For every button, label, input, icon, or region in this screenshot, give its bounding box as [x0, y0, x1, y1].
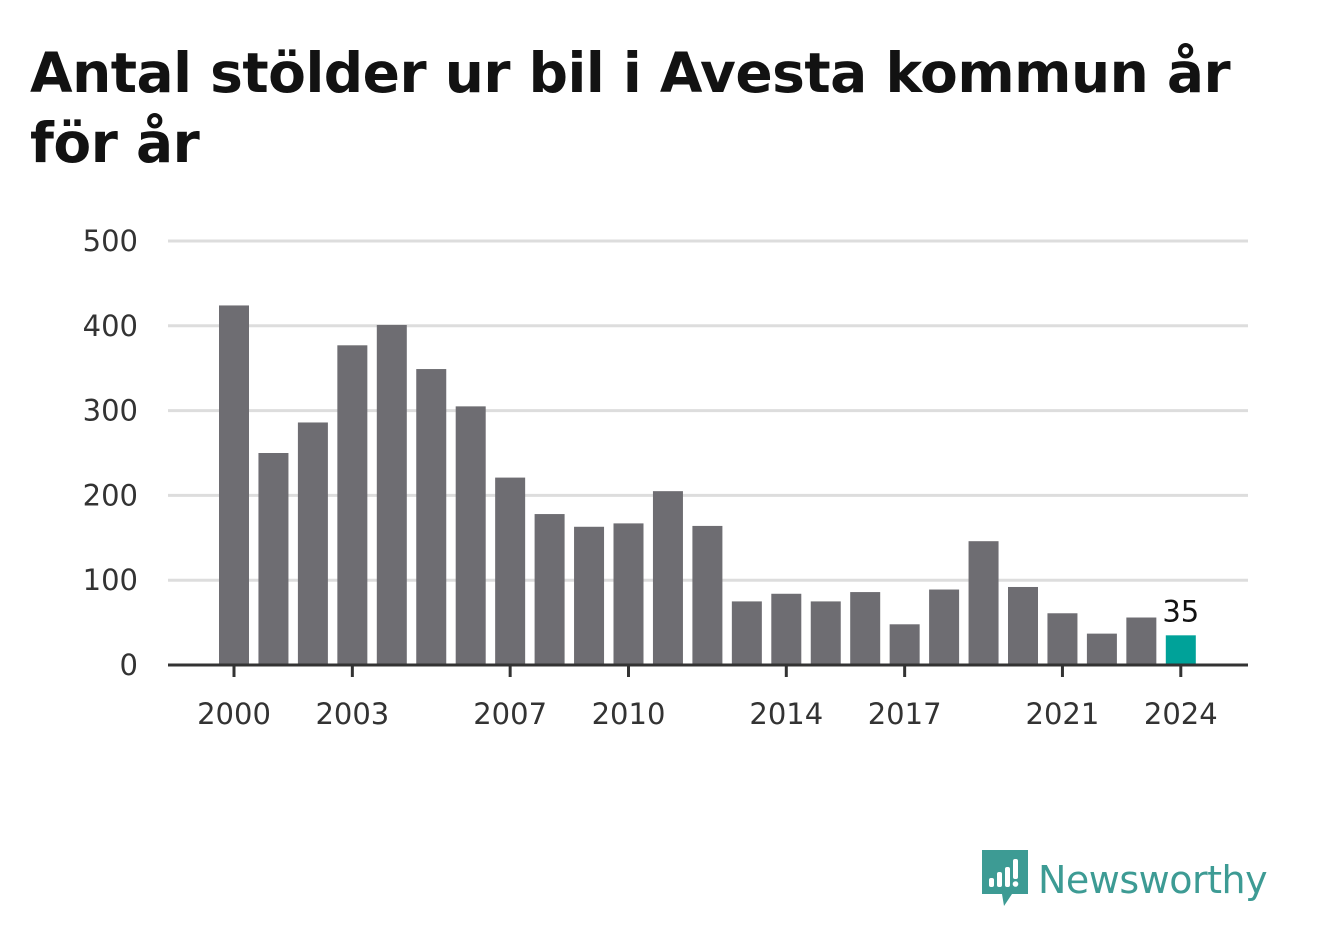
- bar-2006: [455, 406, 486, 665]
- bar-2010: [613, 523, 644, 665]
- x-tick-label: 2017: [868, 697, 942, 731]
- bar-2001: [258, 453, 289, 665]
- bar-2015: [810, 601, 841, 665]
- bars: [219, 305, 1196, 665]
- brand-logo: Newsworthy: [980, 848, 1268, 912]
- x-tick-label: 2014: [749, 697, 823, 731]
- bar-2022: [1086, 633, 1117, 665]
- x-tick-label: 2003: [315, 697, 389, 731]
- bar-2018: [929, 589, 960, 665]
- bar-2004: [376, 324, 407, 665]
- bar-2005: [416, 369, 447, 665]
- y-tick-label: 100: [83, 563, 138, 597]
- data-label-highlight: 35: [1162, 594, 1199, 628]
- bar-2023: [1126, 617, 1157, 665]
- newsworthy-logo-icon: [980, 848, 1030, 912]
- y-tick-label: 400: [83, 309, 138, 343]
- y-tick-label: 0: [120, 648, 138, 682]
- x-axis-labels: 2000 2003 2007 2010 2014 2017 2021 2024: [197, 697, 1218, 731]
- x-tick-label: 2021: [1026, 697, 1100, 731]
- bar-2024: [1165, 635, 1196, 665]
- bar-2013: [731, 601, 762, 665]
- bar-2016: [850, 592, 881, 665]
- x-axis-ticks: [232, 665, 1183, 677]
- y-tick-label: 500: [83, 224, 138, 258]
- bar-2009: [574, 526, 605, 665]
- bar-2008: [534, 514, 565, 665]
- bar-2007: [495, 477, 526, 665]
- bar-2019: [968, 541, 999, 665]
- x-tick-label: 2000: [197, 697, 271, 731]
- bar-chart: 0 100 200 300 400 500 2000 2003 2007 2010 2014 201…: [83, 224, 1248, 731]
- y-tick-label: 300: [83, 394, 138, 428]
- chart-title: Antal stölder ur bil i Avesta kommun år …: [30, 41, 1231, 175]
- bar-2002: [297, 422, 328, 665]
- y-tick-label: 200: [83, 478, 138, 512]
- bar-2011: [652, 491, 683, 665]
- bar-2021: [1047, 613, 1078, 665]
- y-axis-labels: 0 100 200 300 400 500: [83, 224, 138, 682]
- bar-2014: [771, 593, 802, 665]
- x-tick-label: 2010: [592, 697, 666, 731]
- x-tick-label: 2007: [473, 697, 547, 731]
- bar-2017: [889, 624, 920, 665]
- bar-2000: [219, 305, 249, 665]
- bar-2012: [692, 525, 723, 665]
- bar-2003: [337, 345, 368, 665]
- data-labels: 35: [1162, 594, 1199, 628]
- bar-2020: [1008, 586, 1038, 665]
- x-tick-label: 2024: [1144, 697, 1218, 731]
- brand-name: Newsworthy: [1038, 858, 1268, 902]
